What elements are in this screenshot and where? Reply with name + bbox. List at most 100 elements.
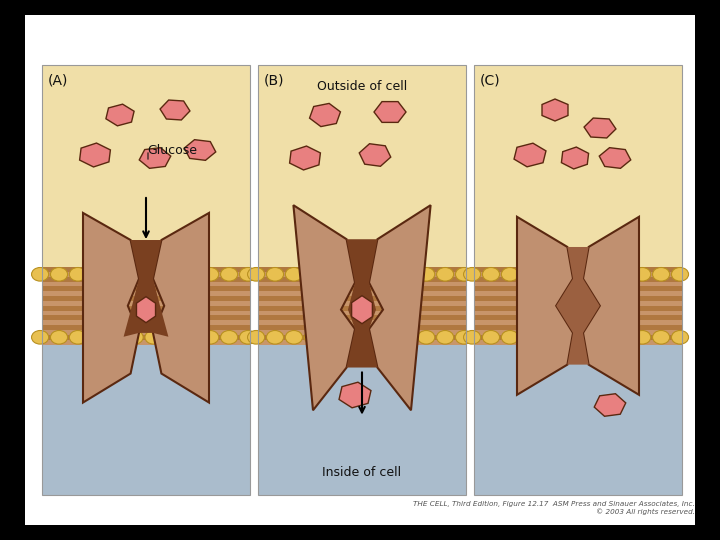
Bar <box>474 315 682 320</box>
Polygon shape <box>160 100 190 120</box>
Bar <box>258 315 466 320</box>
Ellipse shape <box>164 267 181 281</box>
Ellipse shape <box>672 267 688 281</box>
Polygon shape <box>346 239 377 368</box>
Ellipse shape <box>164 330 181 344</box>
Text: Outside of cell: Outside of cell <box>317 80 407 93</box>
Bar <box>474 330 682 335</box>
Bar <box>474 301 682 306</box>
Polygon shape <box>599 147 631 168</box>
Ellipse shape <box>183 330 200 344</box>
Bar <box>42 272 250 277</box>
Ellipse shape <box>126 330 143 344</box>
Ellipse shape <box>672 330 688 344</box>
Polygon shape <box>294 205 355 410</box>
Bar <box>258 272 466 277</box>
Polygon shape <box>517 217 573 395</box>
Bar <box>474 340 682 345</box>
Text: (B): (B) <box>264 74 284 88</box>
Ellipse shape <box>615 330 632 344</box>
Polygon shape <box>137 296 156 323</box>
Bar <box>42 335 250 340</box>
Bar <box>42 340 250 345</box>
Text: Glucose: Glucose <box>147 144 197 157</box>
Polygon shape <box>106 104 134 126</box>
Ellipse shape <box>596 267 613 281</box>
Bar <box>474 320 682 325</box>
Polygon shape <box>557 247 600 364</box>
Ellipse shape <box>596 330 613 344</box>
Ellipse shape <box>69 330 86 344</box>
Bar <box>42 310 250 315</box>
Ellipse shape <box>436 330 454 344</box>
Ellipse shape <box>577 330 594 344</box>
Text: (A): (A) <box>48 74 68 88</box>
Bar <box>42 291 250 296</box>
Ellipse shape <box>456 267 472 281</box>
Bar <box>474 325 682 330</box>
Ellipse shape <box>361 267 378 281</box>
Ellipse shape <box>305 330 321 344</box>
Bar <box>42 325 250 330</box>
Polygon shape <box>184 140 216 160</box>
Bar <box>258 65 466 495</box>
Ellipse shape <box>107 267 125 281</box>
Bar <box>474 286 682 291</box>
Bar <box>258 291 466 296</box>
Polygon shape <box>369 205 431 410</box>
Bar <box>474 277 682 282</box>
Bar <box>258 325 466 330</box>
Ellipse shape <box>501 267 518 281</box>
Ellipse shape <box>145 267 162 281</box>
Ellipse shape <box>436 267 454 281</box>
Ellipse shape <box>107 330 125 344</box>
Polygon shape <box>139 147 171 168</box>
Polygon shape <box>374 102 406 123</box>
Bar <box>258 65 466 267</box>
Bar <box>474 65 682 495</box>
Bar <box>258 340 466 345</box>
Ellipse shape <box>464 267 481 281</box>
Bar <box>258 335 466 340</box>
Ellipse shape <box>558 330 575 344</box>
Ellipse shape <box>220 267 238 281</box>
Ellipse shape <box>323 267 341 281</box>
Bar <box>474 296 682 301</box>
Bar <box>42 320 250 325</box>
Ellipse shape <box>418 267 435 281</box>
Bar <box>258 310 466 315</box>
Ellipse shape <box>69 267 86 281</box>
Bar <box>42 286 250 291</box>
Bar <box>474 267 682 272</box>
Bar <box>42 267 250 272</box>
Bar <box>474 65 682 267</box>
Polygon shape <box>80 143 110 167</box>
Bar <box>42 65 250 267</box>
Polygon shape <box>310 103 341 126</box>
Bar <box>258 320 466 325</box>
Bar <box>42 306 250 310</box>
Ellipse shape <box>418 330 435 344</box>
Ellipse shape <box>202 267 219 281</box>
Bar <box>474 267 682 345</box>
Ellipse shape <box>248 267 265 281</box>
Polygon shape <box>359 144 391 166</box>
Bar <box>42 267 250 345</box>
Ellipse shape <box>342 330 359 344</box>
Ellipse shape <box>248 330 265 344</box>
Ellipse shape <box>399 330 416 344</box>
Ellipse shape <box>380 330 397 344</box>
Text: THE CELL, Third Edition, Figure 12.17  ASM Press and Sinauer Associates, Inc.
© : THE CELL, Third Edition, Figure 12.17 AS… <box>413 501 695 515</box>
Polygon shape <box>514 143 546 167</box>
Bar <box>258 267 466 345</box>
Ellipse shape <box>220 330 238 344</box>
Ellipse shape <box>323 330 341 344</box>
Bar <box>258 330 466 335</box>
Ellipse shape <box>285 330 302 344</box>
Ellipse shape <box>482 330 500 344</box>
Ellipse shape <box>539 330 557 344</box>
Bar <box>258 277 466 282</box>
Ellipse shape <box>89 330 105 344</box>
Bar <box>474 272 682 277</box>
Bar <box>474 306 682 310</box>
